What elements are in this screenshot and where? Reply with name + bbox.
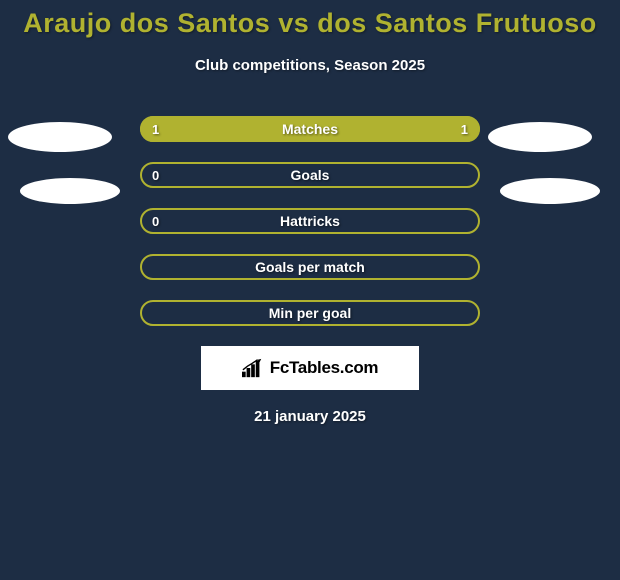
stat-row: Min per goal: [140, 300, 480, 326]
stat-row: 1 Matches 1: [140, 116, 480, 142]
bars-icon: [242, 358, 264, 378]
logo: FcTables.com: [201, 346, 419, 390]
stat-label: Min per goal: [140, 300, 480, 326]
decor-ellipse: [20, 178, 120, 204]
logo-text: FcTables.com: [270, 358, 379, 378]
decor-ellipse: [8, 122, 112, 152]
stat-value-right: 1: [461, 116, 468, 142]
stat-label: Hattricks: [140, 208, 480, 234]
stat-label: Matches: [140, 116, 480, 142]
decor-ellipse: [500, 178, 600, 204]
date-label: 21 january 2025: [0, 408, 620, 425]
stat-label: Goals per match: [140, 254, 480, 280]
stat-row: Goals per match: [140, 254, 480, 280]
stat-row: 0 Goals: [140, 162, 480, 188]
stat-row: 0 Hattricks: [140, 208, 480, 234]
stat-label: Goals: [140, 162, 480, 188]
decor-ellipse: [488, 122, 592, 152]
page-title: Araujo dos Santos vs dos Santos Frutuoso: [0, 0, 620, 39]
subtitle: Club competitions, Season 2025: [0, 57, 620, 74]
